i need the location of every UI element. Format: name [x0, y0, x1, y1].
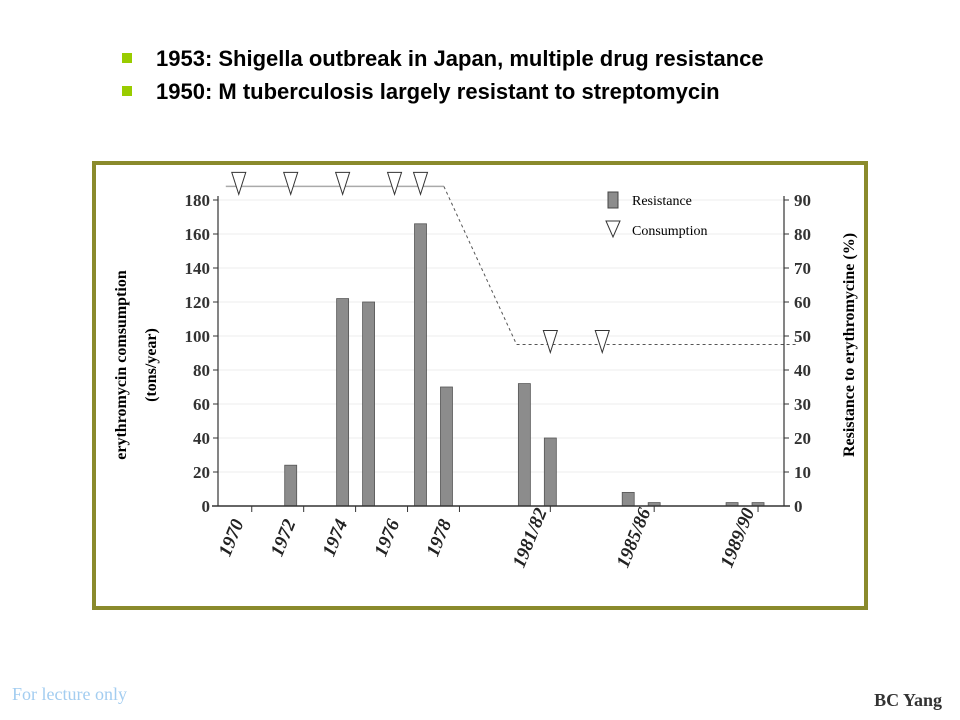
x-tick-label: 1978 [423, 516, 457, 560]
y-tick-label-right: 0 [794, 497, 803, 516]
x-tick-label: 1976 [371, 516, 405, 560]
y-tick-label-left: 160 [185, 225, 211, 244]
y-axis-label-right: Resistance to erythromycine (%) [841, 233, 858, 457]
legend-resistance-swatch [607, 191, 619, 209]
y-tick-label-left: 0 [202, 497, 211, 516]
resistance-bar [543, 437, 557, 507]
consumption-marker [594, 330, 610, 355]
chart-frame: 0 20 40 60 80 100 120 140 160 180 0 10 20 30 40 50 60 70… [92, 161, 868, 610]
legend-consumption-label: Consumption [632, 224, 707, 239]
legend: Resistance Consumption [605, 191, 707, 239]
y-tick-label-right: 70 [794, 259, 811, 278]
consumption-marker [334, 171, 351, 197]
x-tick-label: 1970 [215, 516, 249, 560]
consumption-marker [231, 171, 247, 197]
y-tick-label-left: 80 [193, 361, 210, 380]
y-tick-label-left: 60 [193, 395, 210, 414]
consumption-marker [412, 171, 429, 197]
footer-author: BC Yang [874, 690, 942, 710]
y-tick-label-left: 100 [185, 327, 211, 346]
consumption-marker [386, 171, 403, 197]
resistance-bar [621, 491, 635, 507]
bullet-text: 1953: Shigella outbreak in Japan, multip… [156, 46, 764, 71]
resistance-bar [336, 298, 350, 507]
y-tick-label-right: 40 [794, 361, 811, 380]
consumption-line [443, 186, 518, 345]
footer-note: For lecture only [12, 684, 127, 704]
bullet-item: 1950: M tuberculosis largely resistant t… [120, 77, 920, 106]
y-tick-label-right: 50 [794, 327, 811, 346]
y-tick-label-right: 80 [794, 225, 811, 244]
resistance-bar [284, 464, 298, 507]
y-tick-label-right: 90 [794, 191, 811, 210]
x-tick-label: 1972 [267, 516, 301, 560]
y-tick-label-right: 10 [794, 463, 811, 482]
bullet-item: 1953: Shigella outbreak in Japan, multip… [120, 44, 920, 73]
x-tick-label: 1974 [319, 516, 353, 559]
consumption-marker [542, 330, 559, 355]
y-tick-label-left: 120 [185, 293, 211, 312]
y-tick-label-left: 20 [193, 463, 210, 482]
y-tick-label-left: 40 [193, 429, 210, 448]
y-axis-unit-left: (tons/year) [143, 328, 160, 402]
resistance-bar [517, 383, 531, 507]
bullet-list: 1953: Shigella outbreak in Japan, multip… [120, 44, 920, 110]
y-tick-label-right: 20 [794, 429, 811, 448]
resistance-bar [362, 301, 375, 507]
x-tick-label: 1985/86 [613, 505, 656, 571]
resistance-bar [440, 386, 453, 507]
y-tick-label-left: 180 [185, 191, 211, 210]
legend-resistance-label: Resistance [632, 194, 692, 209]
bullet-square-icon [122, 53, 132, 63]
y-axis-label-left: erythromycin comsumption [113, 270, 130, 460]
x-tick-label: 1981/82 [509, 505, 552, 571]
erythromycin-chart: 0 20 40 60 80 100 120 140 160 180 0 10 20 30 40 50 60 70… [113, 167, 858, 571]
bullet-text: 1950: M tuberculosis largely resistant t… [156, 79, 720, 104]
x-tick-label: 1989/90 [717, 505, 760, 571]
y-tick-label-left: 140 [185, 259, 211, 278]
consumption-marker [283, 171, 299, 197]
resistance-bar [414, 223, 427, 507]
bullet-square-icon [122, 86, 132, 96]
y-tick-label-right: 30 [794, 395, 811, 414]
y-tick-label-right: 60 [794, 293, 811, 312]
legend-consumption-icon [605, 220, 621, 239]
